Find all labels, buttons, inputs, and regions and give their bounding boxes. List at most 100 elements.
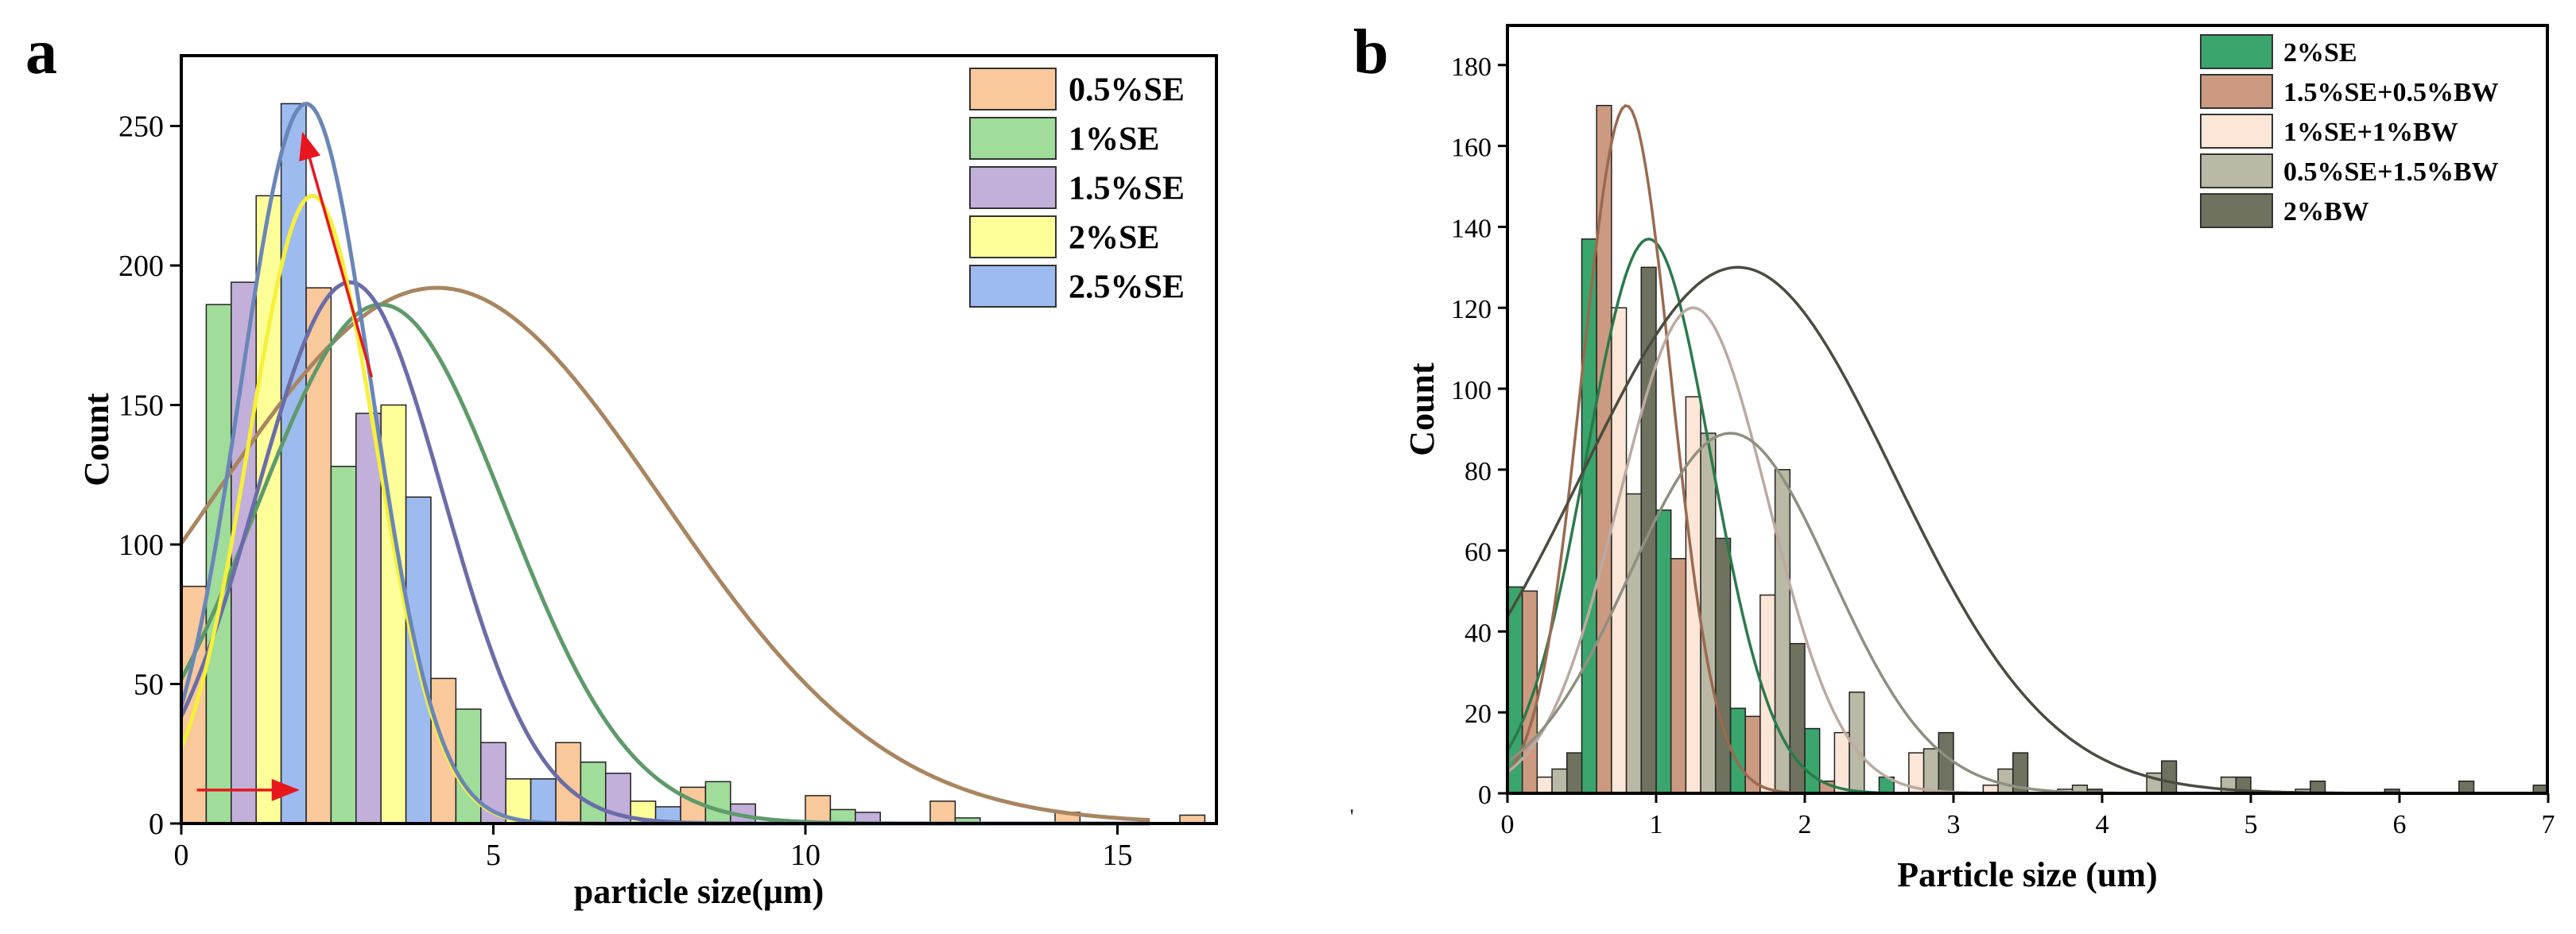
panel-a-y-tick-label: 0 [149, 808, 164, 841]
panel-b-x-tick-label: 7 [2542, 810, 2555, 839]
panel-b-bar [2458, 780, 2475, 794]
panel-b-bar [1596, 104, 1612, 794]
legend-swatch [2200, 34, 2273, 69]
panel-a: a 0 5 10 15 0 50 100 150 200 250 particle size(μ… [25, 17, 1218, 911]
panel-b-y-tick-label: 80 [1465, 457, 1492, 486]
panel-b-bar [1789, 642, 1806, 794]
panel-b-bars [1507, 104, 2548, 794]
panel-b-bar [1551, 768, 1568, 794]
panel-a-bar [704, 781, 731, 824]
panel-b-x-tick-label: 1 [1650, 810, 1663, 839]
panel-a-bar [530, 778, 557, 824]
panel-a-bar [280, 103, 307, 824]
panel-b-y-tick-label: 0 [1478, 781, 1492, 810]
legend-swatch [969, 68, 1057, 110]
panel-b-x-tick-label: 3 [1947, 810, 1961, 839]
legend-swatch [969, 265, 1057, 308]
legend-label: 1.5%SE+0.5%BW [2283, 78, 2499, 107]
legend-label: 0.5%SE [1069, 72, 1185, 109]
panel-a-bar [555, 742, 582, 824]
panel-b-y-tick-label: 140 [1451, 214, 1492, 243]
panel-b-bar [1566, 752, 1583, 794]
panel-a-red-arrow [299, 131, 374, 378]
panel-b-y-ticks: 0 20 40 60 80 100 120 140 160 180 [1451, 52, 1507, 810]
legend-label: 1%SE+1%BW [2283, 118, 2458, 147]
panel-b-x-tick-label: 2 [1798, 810, 1812, 839]
panel-b-y-tick-label: 120 [1451, 295, 1492, 324]
panel-a-bar [305, 287, 332, 824]
panel-b-bar [2161, 760, 2178, 794]
legend-swatch [2200, 153, 2273, 188]
panel-a-annotations [196, 131, 374, 801]
panel-a-x-tick-label: 0 [174, 839, 189, 872]
panel-a-bar [330, 465, 357, 824]
panel-a-bar [805, 795, 832, 824]
panel-b-y-tick-label: 100 [1451, 376, 1492, 405]
panel-a-bar [255, 195, 282, 824]
panel-b-x-tick-label: 6 [2393, 810, 2407, 839]
panel-b-y-tick-label: 40 [1465, 618, 1492, 648]
panel-b-bar [1670, 558, 1687, 794]
panel-b-x-axis-label: Particle size (um) [1897, 855, 2157, 894]
panel-b-bar [1759, 594, 1776, 794]
panel-b-bar [1922, 748, 1940, 794]
legend-label: 2%SE [1069, 220, 1159, 257]
legend-label: 2%BW [2283, 197, 2369, 227]
legend-swatch [2200, 193, 2273, 228]
panel-b-y-axis-label: Count [1402, 362, 1441, 456]
panel-a-bar [580, 762, 607, 824]
panel-b-y-tick-label: 160 [1451, 134, 1492, 163]
panel-a-y-tick-label: 150 [118, 389, 164, 423]
panel-b-frame [1506, 24, 2549, 795]
panel-b-bar [1611, 307, 1627, 794]
panel-a-x-tick-label: 5 [486, 839, 501, 872]
panel-b-x-tick-label: 0 [1501, 810, 1515, 839]
panel-a-x-ticks: 0 5 10 15 [174, 824, 1133, 872]
panel-a-y-tick-label: 250 [118, 110, 164, 144]
legend-label: 2.5%SE [1069, 269, 1185, 306]
panel-b-y-tick-label: 20 [1465, 700, 1492, 729]
panel-b: b 0 1 2 3 4 5 6 7 0 20 40 60 80 100 120 140 160 180 Part… [1353, 17, 2555, 894]
panel-a-bar [929, 800, 956, 824]
panel-b-legend: 2%SE 1.5%SE+0.5%BW 1%SE+1%BW 0.5%SE+1.5%BW 2… [2200, 34, 2499, 228]
panel-b-bar [1625, 493, 1643, 794]
legend-label: 2%SE [2283, 38, 2357, 68]
panel-a-y-tick-label: 50 [134, 669, 164, 702]
panel-a-bar [455, 708, 482, 824]
panel-b-y-tick-label: 180 [1451, 52, 1492, 82]
legend-swatch [969, 117, 1057, 160]
panel-b-bar [1700, 432, 1717, 794]
panel-a-y-ticks: 0 50 100 150 200 250 [118, 110, 181, 841]
panel-a-legend: 0.5%SE 1%SE 1.5%SE 2%SE 2.5%SE [969, 68, 1185, 308]
separator-mark: ' [1350, 805, 1354, 828]
panel-b-bar [1715, 537, 1732, 794]
panel-b-bar [1804, 727, 1821, 794]
panel-b-bar [1938, 731, 1954, 794]
legend-swatch [2200, 74, 2273, 109]
panel-a-x-tick-label: 15 [1103, 839, 1133, 872]
panel-a-fit-curve [179, 285, 1150, 823]
panel-b-bar [1536, 776, 1553, 794]
panel-a-x-axis-label: particle size(μm) [574, 872, 824, 911]
panel-b-x-tick-label: 4 [2096, 810, 2109, 839]
panel-b-x-tick-label: 5 [2244, 810, 2258, 839]
panel-b-bar [1833, 731, 1850, 794]
legend-label: 1%SE [1069, 122, 1159, 158]
panel-b-y-tick-label: 60 [1465, 538, 1492, 568]
legend-swatch [969, 215, 1057, 258]
panel-a-bars [180, 103, 1206, 824]
panel-a-frame [180, 54, 1218, 825]
panel-b-bar [1997, 768, 2014, 794]
legend-label: 1.5%SE [1069, 171, 1185, 207]
panel-a-y-tick-label: 100 [118, 529, 164, 562]
panel-a-y-tick-label: 200 [118, 250, 164, 283]
panel-a-y-axis-label: Count [77, 393, 116, 486]
legend-swatch [2200, 114, 2273, 149]
panel-a-x-tick-label: 10 [790, 839, 821, 872]
panel-b-x-ticks: 0 1 2 3 4 5 6 7 [1501, 793, 2555, 839]
panel-a-label: a [25, 17, 57, 87]
panel-b-bar [1581, 238, 1597, 794]
legend-label: 0.5%SE+1.5%BW [2283, 157, 2499, 187]
panel-b-label: b [1353, 17, 1389, 87]
